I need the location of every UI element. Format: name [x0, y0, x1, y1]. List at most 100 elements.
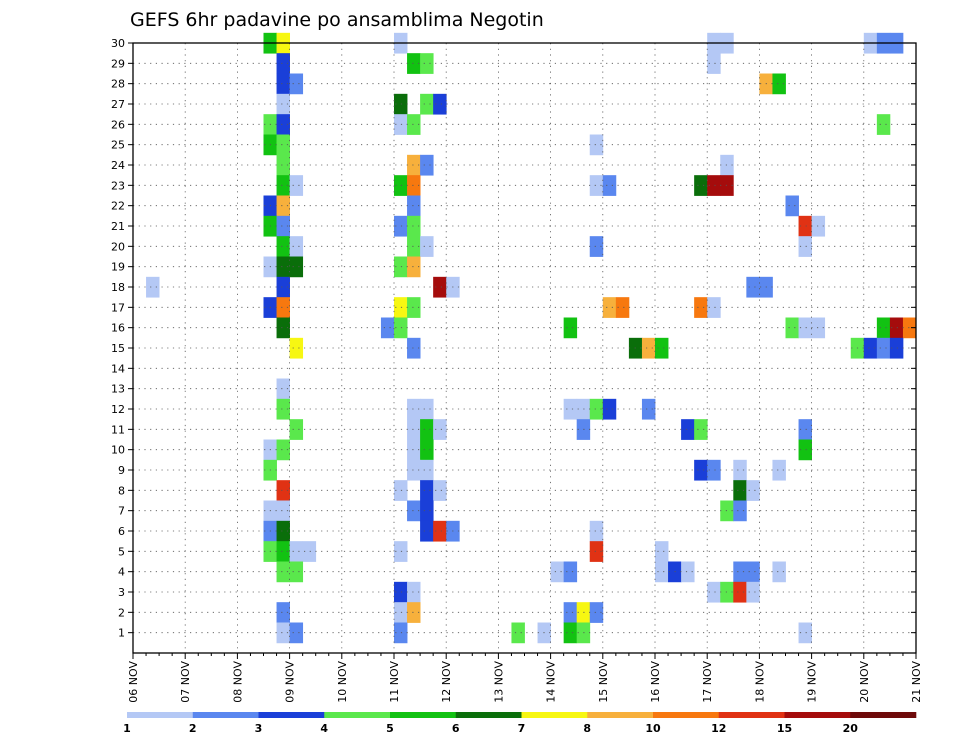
y-tick-label: 5	[118, 545, 125, 558]
y-axis: 1234567891011121314151617181920212223242…	[111, 37, 916, 640]
x-tick-label: 18 NOV	[753, 661, 766, 703]
cell-member-9-123	[733, 459, 747, 481]
y-tick-label: 18	[111, 281, 125, 294]
cell-member-20-52	[289, 236, 304, 257]
cell-member-17-71	[407, 297, 421, 318]
cell-member-16-80	[785, 317, 799, 339]
x-tick-label: 07 NOV	[179, 661, 192, 703]
legend-label: 20	[843, 722, 859, 735]
cell-member-12-97	[276, 398, 290, 420]
plot-frame	[132, 42, 917, 654]
cell-member-20-54	[420, 236, 434, 257]
cell-member-29-11	[707, 53, 721, 74]
cell-member-3-165	[733, 581, 747, 603]
cell-member-12-102	[589, 398, 604, 420]
cell-member-21-49	[798, 215, 812, 237]
cell-member-10-114	[276, 439, 290, 461]
y-tick-label: 27	[111, 98, 125, 111]
cell-member-23-39	[707, 175, 721, 196]
cell-member-8-129	[733, 480, 747, 501]
cell-member-4-159	[746, 561, 760, 583]
cell-member-23-37	[602, 175, 617, 196]
x-tick-label: 19 NOV	[806, 661, 819, 703]
cell-member-15-87	[289, 337, 304, 359]
cell-member-1-175	[394, 622, 408, 644]
cell-member-17-75	[707, 297, 721, 318]
cell-member-4-158	[733, 561, 747, 583]
y-tick-label: 1	[118, 627, 125, 640]
cell-member-28-15	[772, 73, 786, 95]
cell-member-19-60	[394, 256, 408, 278]
cell-member-9-124	[772, 459, 786, 481]
cell-member-12-98	[407, 398, 421, 420]
y-tick-label: 8	[118, 484, 125, 497]
legend-swatch	[718, 712, 785, 718]
cell-member-23-35	[407, 175, 421, 196]
cell-member-5-150	[655, 541, 669, 562]
legend-swatch	[324, 712, 391, 718]
cell-member-24-30	[420, 154, 434, 176]
cell-member-26-24	[876, 114, 891, 135]
x-tick-label: 11 NOV	[388, 661, 401, 703]
y-tick-label: 26	[111, 118, 125, 131]
cell-member-3-162	[407, 581, 421, 603]
cell-member-23-34	[394, 175, 408, 196]
legend-label: 4	[320, 722, 328, 735]
cell-member-20-53	[407, 236, 421, 257]
cell-member-21-50	[811, 215, 826, 237]
x-axis: 06 NOV 07 NOV 08 NOV 09 NOV 10 NOV 11 NOV 12 N…	[127, 653, 923, 703]
cell-member-9-121	[694, 459, 708, 481]
cell-member-4-154	[563, 561, 578, 583]
x-tick-label: 14 NOV	[545, 661, 558, 703]
cell-member-2-170	[563, 602, 578, 623]
cell-member-5-149	[589, 541, 604, 562]
cell-member-23-32	[276, 175, 290, 196]
cell-member-4-157	[681, 561, 695, 583]
cell-member-13-96	[276, 378, 290, 400]
cell-member-5-147	[302, 541, 317, 562]
cell-member-28-13	[289, 73, 304, 95]
cell-member-29-10	[420, 53, 434, 74]
cell-member-5-146	[289, 541, 304, 562]
legend-swatch	[521, 712, 588, 718]
cell-member-17-74	[694, 297, 708, 318]
x-tick-label: 08 NOV	[231, 661, 244, 703]
cell-member-9-119	[407, 459, 421, 481]
cell-member-26-23	[407, 114, 421, 135]
cell-member-8-130	[746, 480, 760, 501]
legend-swatch	[192, 712, 259, 718]
cell-member-12-100	[563, 398, 578, 420]
cell-member-1-174	[289, 622, 304, 644]
cell-member-27-18	[420, 93, 434, 115]
cell-member-12-99	[420, 398, 434, 420]
cell-member-26-22	[394, 114, 408, 135]
legend-label: 1	[123, 722, 131, 735]
y-tick-label: 24	[111, 159, 125, 172]
cell-member-22-43	[407, 195, 421, 217]
legend-swatch	[850, 712, 917, 718]
x-tick-label: 20 NOV	[858, 661, 871, 703]
x-tick-label: 12 NOV	[440, 661, 453, 703]
legend-label: 3	[255, 722, 263, 735]
legend-label: 7	[518, 722, 526, 735]
y-tick-label: 7	[118, 505, 125, 518]
cell-member-1-178	[563, 622, 578, 644]
cell-member-8-125	[276, 480, 290, 501]
cell-member-26-21	[276, 114, 290, 135]
y-tick-label: 13	[111, 383, 125, 396]
cell-member-16-85	[902, 317, 917, 339]
cell-member-2-169	[407, 602, 421, 623]
legend-label: 8	[583, 722, 591, 735]
cell-member-3-166	[746, 581, 760, 603]
cell-member-6-141	[433, 520, 447, 542]
cell-member-2-167	[276, 602, 290, 623]
cell-member-16-79	[563, 317, 578, 339]
cell-member-7-134	[420, 500, 434, 522]
cell-member-23-33	[289, 175, 304, 196]
cell-member-12-103	[602, 398, 617, 420]
cell-member-25-26	[276, 134, 290, 156]
cell-member-15-90	[641, 337, 656, 359]
color-legend: 1 2 3 4 5 6 7 8 10 12 15 20	[123, 712, 917, 735]
cell-member-4-160	[772, 561, 786, 583]
y-tick-label: 14	[111, 362, 125, 375]
